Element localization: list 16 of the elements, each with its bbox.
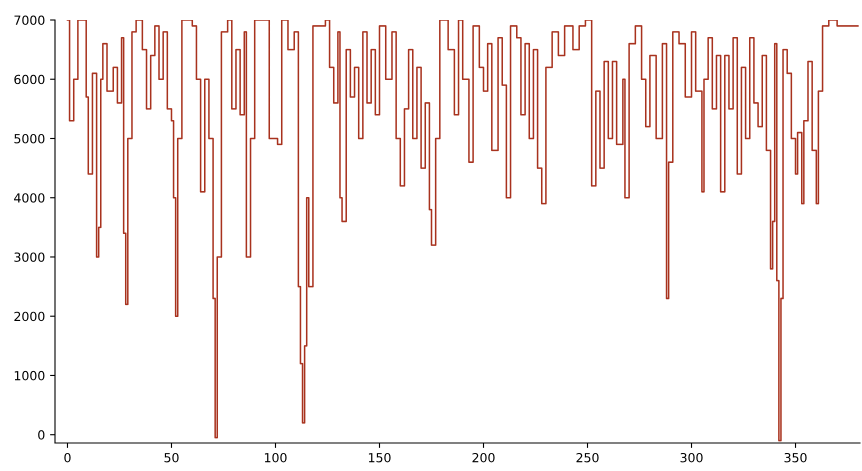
x-tick-label: 100 [264,452,287,462]
y-tick-label: 5000 [14,134,44,144]
x-tick-label: 350 [784,452,807,462]
x-tick-label: 150 [368,452,391,462]
y-tick-label: 3000 [14,252,44,262]
x-tick-label: 200 [472,452,495,462]
y-tick-label: 6000 [14,74,44,84]
y-tick-label: 2000 [14,312,44,322]
y-tick-label: 4000 [14,193,44,203]
x-tick-label: 300 [680,452,703,462]
y-tick-label: 7000 [14,15,44,25]
y-tick-label: 1000 [14,370,44,380]
x-tick-label: 0 [64,452,71,462]
x-tick-label: 250 [576,452,599,462]
y-tick-label: 0 [38,430,44,440]
x-tick-label: 50 [164,452,179,462]
